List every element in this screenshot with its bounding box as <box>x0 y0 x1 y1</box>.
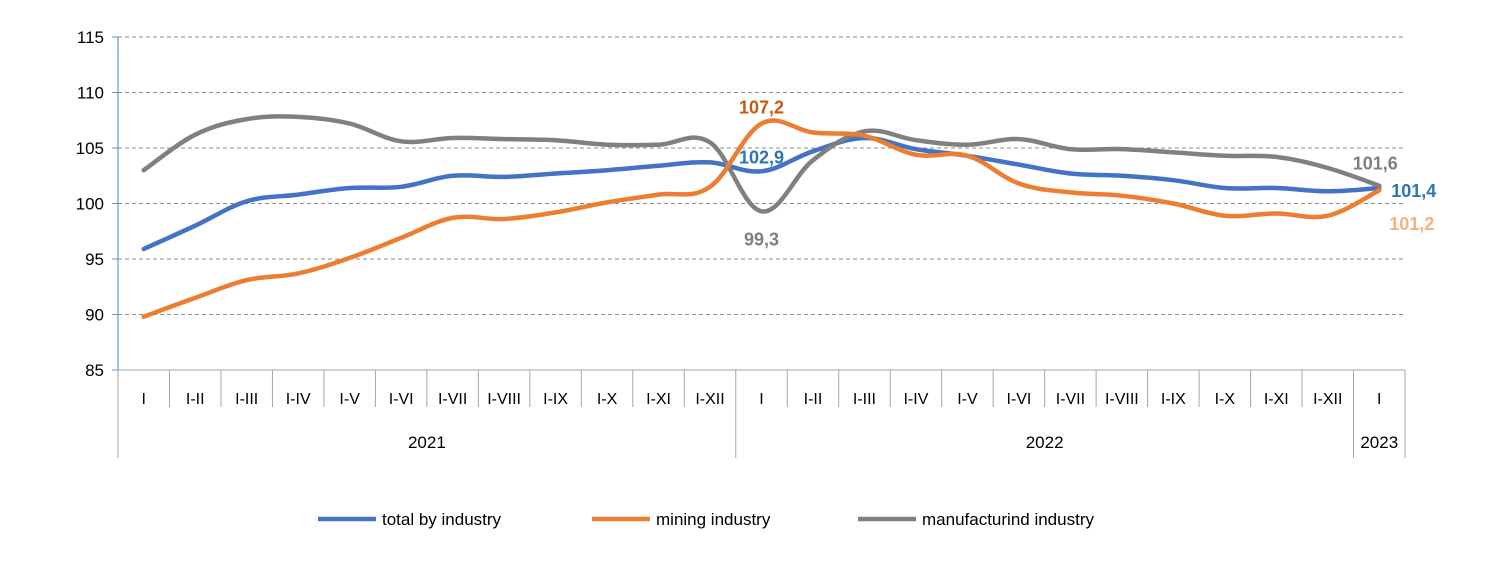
y-tick-label: 110 <box>77 84 104 103</box>
x-tick-label: I-XII <box>1313 391 1342 408</box>
x-tick-label: I-II <box>186 391 205 408</box>
x-tick-label: I-VII <box>1056 391 1085 408</box>
x-tick-label: I-VI <box>389 391 414 408</box>
x-tick-label: I <box>142 391 146 408</box>
y-axis: 85 90 95 100 105 110 115 <box>76 28 119 380</box>
x-tick-label: I <box>759 391 763 408</box>
series-line-total-by-industry <box>141 135 1382 252</box>
x-tick-label: I-IV <box>903 391 928 408</box>
data-label: 101,4 <box>1391 181 1436 201</box>
data-labels: 102,9 107,2 99,3 101,6 101,4 101,2 <box>739 98 1436 250</box>
x-tick-label: I-IX <box>543 391 568 408</box>
legend: total by industry mining industry manufact… <box>318 510 1094 529</box>
data-label: 107,2 <box>739 98 784 118</box>
x-tick-label: I-IX <box>1161 391 1186 408</box>
x-tick-label: I-X <box>1215 391 1236 408</box>
x-tick-label: I-XI <box>1264 391 1289 408</box>
x-tick-label: I-III <box>853 391 876 408</box>
x-tick-label: I-III <box>235 391 258 408</box>
y-tick-label: 95 <box>85 250 104 269</box>
x-tick-label: I <box>1377 391 1381 408</box>
data-label: 102,9 <box>739 147 784 167</box>
gridlines <box>118 36 1405 315</box>
x-tick-label: I-II <box>804 391 823 408</box>
series-lines <box>141 114 1382 319</box>
y-tick-label: 105 <box>76 139 104 158</box>
x-tick-label: I-V <box>957 391 978 408</box>
x-tick-label: I-XI <box>646 391 671 408</box>
x-tick-label: I-XII <box>695 391 724 408</box>
data-label: 101,2 <box>1389 214 1434 234</box>
data-label: 101,6 <box>1353 154 1398 174</box>
x-group-label: 2022 <box>1026 433 1064 452</box>
y-tick-label: 90 <box>85 306 104 325</box>
y-tick-label: 115 <box>77 28 104 47</box>
legend-label-total-by-industry: total by industry <box>382 510 502 529</box>
series-line-mining-industry <box>141 118 1382 319</box>
x-tick-label: I-VIII <box>1105 391 1139 408</box>
x-group-label: 2021 <box>408 433 446 452</box>
legend-label-manufacturing-industry: manufacturind industry <box>922 510 1094 529</box>
legend-label-mining-industry: mining industry <box>656 510 771 529</box>
x-tick-label: I-VIII <box>487 391 521 408</box>
x-tick-label: I-V <box>339 391 360 408</box>
data-label: 99,3 <box>744 229 779 249</box>
x-tick-label: I-IV <box>286 391 311 408</box>
x-tick-label: I-VII <box>438 391 467 408</box>
x-axis: I I-II I-III I-IV I-V I-VI I-VII I-VIII I-IX I-X I… <box>117 369 1406 458</box>
series-line-manufacturing-industry <box>141 114 1382 214</box>
x-tick-label: I-X <box>597 391 618 408</box>
x-group-label: 2023 <box>1360 433 1398 452</box>
y-tick-label: 85 <box>85 361 104 380</box>
x-tick-label: I-VI <box>1006 391 1031 408</box>
y-tick-label: 100 <box>76 195 104 214</box>
